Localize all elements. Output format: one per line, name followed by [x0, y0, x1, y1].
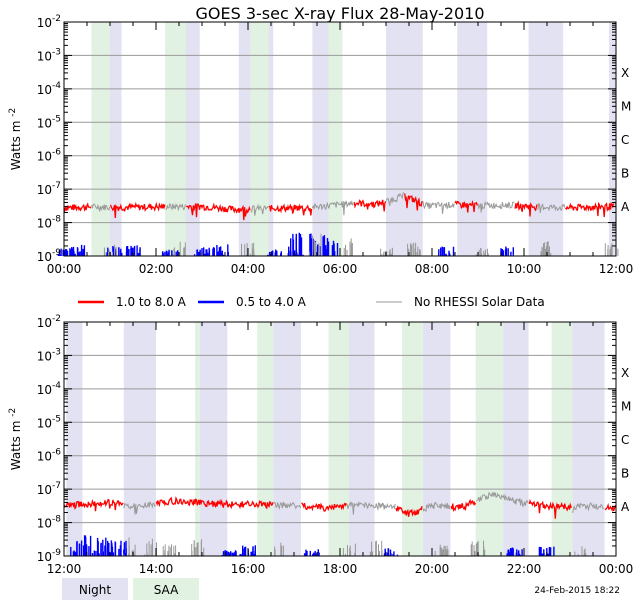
chart-title: GOES 3-sec X-ray Flux 28-May-2010: [196, 4, 485, 23]
night-band: [422, 322, 451, 556]
y-tick-label: 10-8: [37, 515, 62, 531]
night-band: [528, 22, 564, 256]
night-band: [457, 22, 488, 256]
y-tick-label: 10-5: [37, 414, 61, 430]
saa-band: [91, 22, 110, 256]
series-long-nodata: [91, 192, 617, 216]
flare-class-C: C: [621, 433, 629, 447]
night-band: [346, 322, 375, 556]
y-tick-label: 10-4: [37, 81, 62, 97]
flare-class-X: X: [621, 66, 629, 80]
footer-timestamp: 24-Feb-2015 18:22: [534, 586, 620, 596]
x-tick-label: 06:00: [323, 262, 358, 276]
panel-2: 12:00 14:00 16:00 18:00 20:00 22:00 00:00 10-9 1…: [8, 314, 633, 576]
flare-class-B: B: [621, 466, 629, 480]
saa-band: [195, 322, 200, 556]
x-tick-label: 10:00: [507, 262, 542, 276]
x-tick-label: 08:00: [415, 262, 450, 276]
saa-band: [551, 322, 573, 556]
y-tick-label: 10-5: [37, 114, 61, 130]
y-tick-label: 10-3: [37, 47, 61, 63]
x-tick-label: 12:00: [599, 262, 634, 276]
saa-band: [475, 322, 504, 556]
flare-class-M: M: [621, 100, 631, 114]
series-1-to-8-angstrom: [63, 496, 617, 519]
chart-legend: 1.0 to 8.0 A 0.5 to 4.0 A No RHESSI Solar …: [78, 295, 545, 309]
y-tick-label: 10-6: [37, 448, 62, 464]
saa-band: [165, 22, 186, 256]
x-tick-label: 12:00: [47, 562, 82, 576]
series-1-to-8-angstrom: [63, 193, 615, 221]
flare-class-B: B: [621, 166, 629, 180]
series-short-nodata: [123, 537, 587, 556]
shade-legend: Night SAA: [62, 578, 199, 600]
flare-class-X: X: [621, 366, 629, 380]
y-tick-label: 10-4: [37, 381, 62, 397]
chart-panels: 00:00 02:00 04:00 06:00 08:00 10:00 12:0010-91…: [8, 14, 633, 576]
flare-class-A: A: [621, 500, 630, 514]
y-tick-label: 10-2: [37, 14, 61, 30]
flare-class-C: C: [621, 133, 629, 147]
x-tick-label: 04:00: [231, 262, 266, 276]
series-short-nodata: [103, 233, 619, 256]
y-tick-label: 10-7: [37, 481, 61, 497]
y-axis-label: Watts m -2: [8, 108, 23, 170]
x-tick-label: 00:00: [47, 262, 82, 276]
legend-label: No RHESSI Solar Data: [414, 295, 545, 309]
y-tick-label: 10-9: [37, 548, 62, 564]
y-tick-label: 10-8: [37, 215, 62, 231]
shade-legend-label: SAA: [154, 583, 179, 597]
y-tick-label: 10-6: [37, 148, 62, 164]
shade-legend-box: [62, 578, 128, 600]
series-long-nodata: [123, 491, 605, 515]
night-band: [123, 322, 156, 556]
flare-class-M: M: [621, 400, 631, 414]
panel-1: 00:00 02:00 04:00 06:00 08:00 10:00 12:00 10-9 1…: [8, 14, 633, 276]
series-0.5-to-4-angstrom: [57, 232, 514, 256]
saa-band: [328, 22, 343, 256]
night-band: [273, 322, 301, 556]
shade-legend-box: [133, 578, 199, 600]
saa-band: [402, 322, 423, 556]
x-tick-label: 22:00: [507, 562, 542, 576]
y-tick-label: 10-7: [37, 181, 61, 197]
y-tick-label: 10-3: [37, 347, 61, 363]
series-0.5-to-4-angstrom: [70, 535, 555, 556]
x-tick-label: 14:00: [139, 562, 174, 576]
flare-class-A: A: [621, 200, 630, 214]
x-tick-label: 16:00: [231, 562, 266, 576]
x-tick-label: 00:00: [599, 562, 634, 576]
legend-label: 1.0 to 8.0 A: [116, 295, 187, 309]
x-tick-label: 20:00: [415, 562, 450, 576]
night-band: [386, 22, 423, 256]
saa-band: [250, 22, 269, 256]
night-band: [609, 22, 616, 256]
saa-band: [257, 322, 274, 556]
x-tick-label: 18:00: [323, 562, 358, 576]
y-tick-label: 10-2: [37, 314, 61, 330]
saa-band: [328, 322, 350, 556]
y-tick-label: 10-9: [37, 248, 62, 264]
y-axis-label: Watts m -2: [8, 408, 23, 470]
x-tick-label: 02:00: [139, 262, 174, 276]
legend-label: 0.5 to 4.0 A: [236, 295, 307, 309]
shade-legend-label: Night: [79, 583, 112, 597]
night-band: [199, 322, 228, 556]
night-band: [572, 322, 605, 556]
night-band: [66, 322, 83, 556]
